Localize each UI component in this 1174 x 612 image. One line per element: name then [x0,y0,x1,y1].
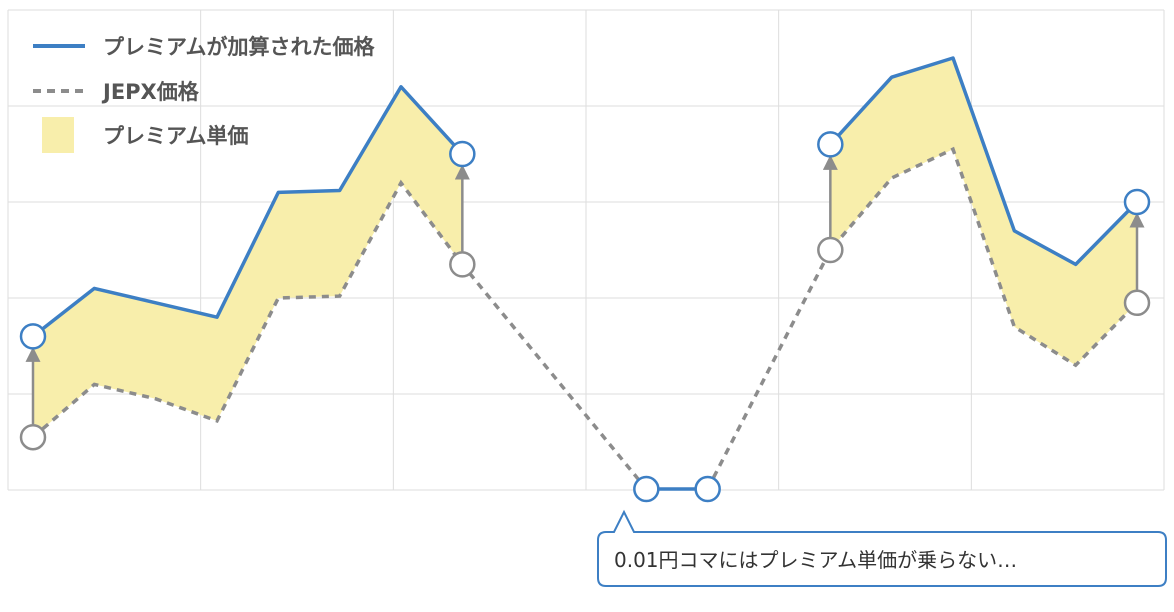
jepx-price-line [31,179,648,491]
premium-area [33,86,463,438]
marker-group [19,131,1151,503]
premium-marker [694,475,721,503]
jepx-price-line [706,146,1139,490]
chart-grid [7,9,1165,491]
premium-area [830,58,1137,366]
jepx-marker [817,236,844,264]
legend: プレミアムが加算された価格 JEPX価格 プレミアム単価 [33,35,376,153]
premium-area-group [33,58,1137,438]
legend-jepx-label: JEPX価格 [101,80,200,104]
premium-marker [19,323,47,350]
callout-text: 0.01円コマにはプレミアム単価が乗らない… [614,548,1017,572]
legend-premium-unit-label: プレミアム単価 [103,124,249,148]
premium-marker [817,131,844,158]
callout-bubble [597,509,1167,587]
jepx-marker [449,251,476,278]
legend-premium-price-label: プレミアムが加算された価格 [103,35,376,59]
premium-marker [449,140,476,168]
premium-price-line [829,56,1139,267]
premium-marker [1123,188,1151,216]
jepx-marker [1123,289,1151,317]
jepx-marker [19,423,47,451]
premium-marker [633,475,660,503]
premium-arrow-group [25,154,1145,425]
callout: 0.01円コマにはプレミアム単価が乗らない… [597,509,1167,587]
premium-price-line [31,85,464,338]
legend-premium-unit-swatch [42,117,74,153]
